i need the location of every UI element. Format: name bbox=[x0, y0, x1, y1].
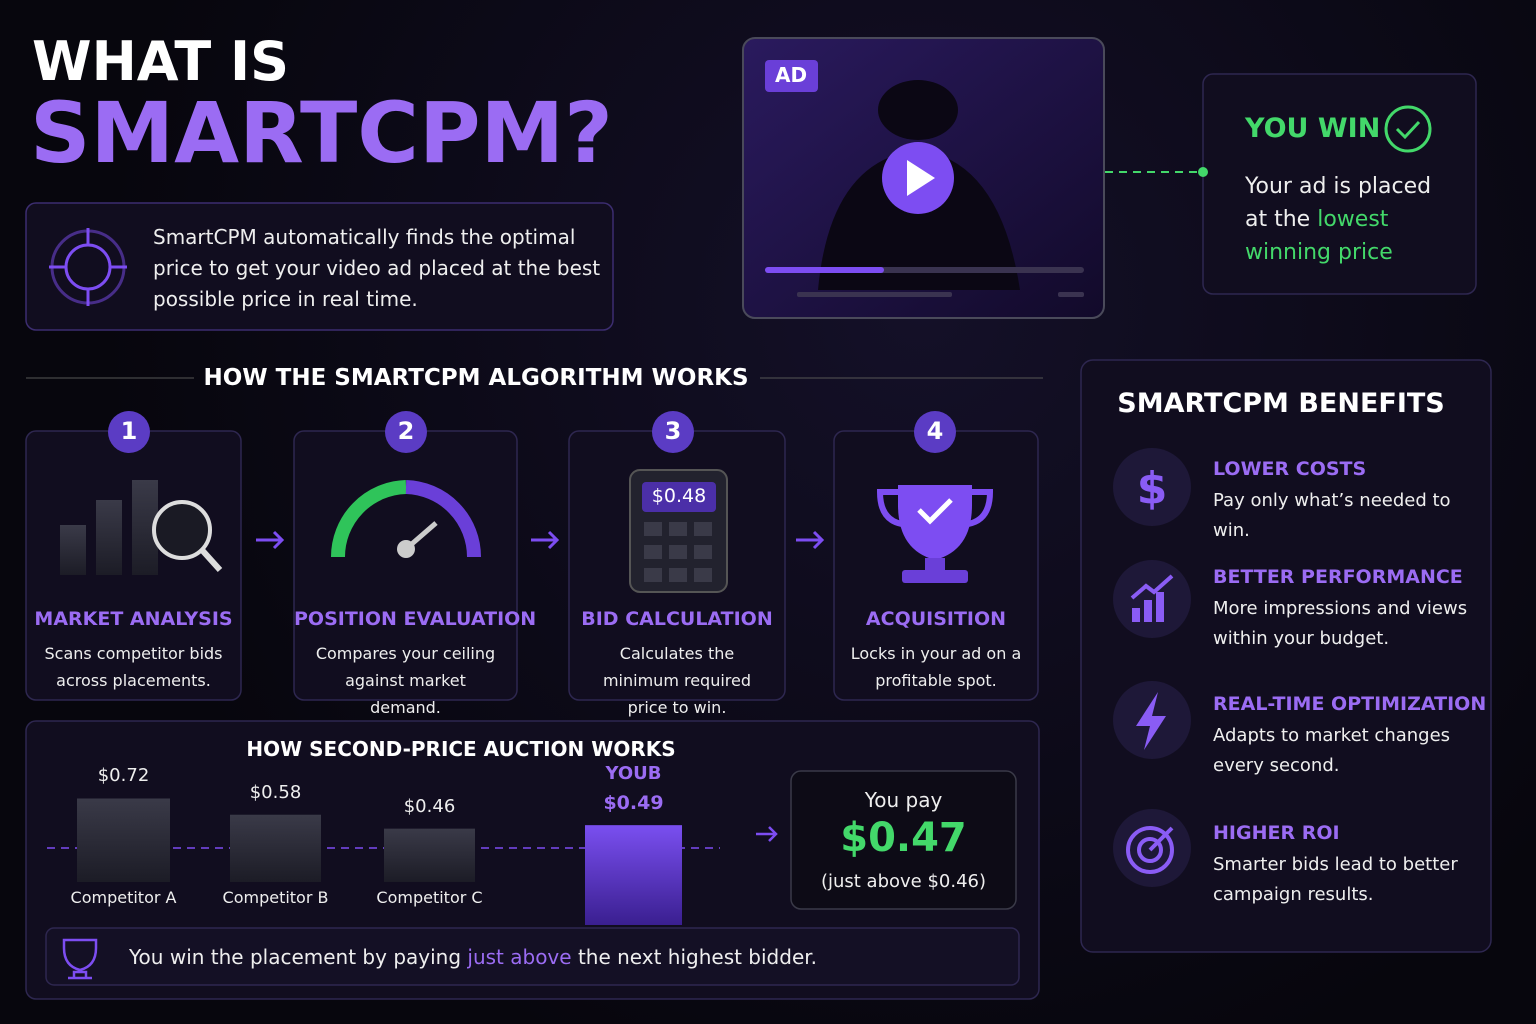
step-title: MARKET ANALYSIS bbox=[34, 608, 233, 630]
benefit-title: BETTER PERFORMANCE bbox=[1213, 566, 1463, 588]
benefit-title: REAL-TIME OPTIMIZATION bbox=[1213, 693, 1487, 715]
bidder-name: Competitor B bbox=[222, 888, 329, 907]
benefit-title: LOWER COSTS bbox=[1213, 458, 1367, 480]
calc-display: $0.48 bbox=[651, 485, 707, 507]
pay-note: (just above $0.46) bbox=[820, 871, 987, 892]
highlight: just above bbox=[467, 945, 572, 969]
benefit-text: More impressions and views within your b… bbox=[1213, 598, 1468, 649]
highlight: lowest winning price bbox=[1245, 207, 1393, 265]
step-number: 3 bbox=[664, 417, 682, 445]
title: SMARTCPM? bbox=[30, 84, 613, 182]
step-text: Calculates the minimum required price to… bbox=[602, 644, 752, 717]
benefit-text: Adapts to market changes every second. bbox=[1213, 725, 1451, 776]
win-text: Your ad is placed at the lowest winning … bbox=[1245, 170, 1455, 269]
you-label: $0.49 bbox=[603, 792, 664, 815]
step-title: BID CALCULATION bbox=[581, 608, 773, 630]
pay-title: You pay bbox=[864, 788, 943, 812]
bar bbox=[77, 798, 170, 882]
ad-badge: AD bbox=[775, 63, 808, 87]
step-text: Scans competitor bids across placements. bbox=[44, 644, 223, 690]
bidder-name: Competitor A bbox=[70, 888, 177, 907]
benefit-text: Pay only what’s needed to win. bbox=[1213, 490, 1451, 541]
you-name: YOUB bbox=[605, 763, 662, 785]
bar bbox=[585, 825, 682, 925]
bar-label: $0.46 bbox=[403, 795, 456, 817]
step-title: POSITION EVALUATION bbox=[294, 608, 537, 630]
intro: SmartCPM automatically finds the optimal… bbox=[153, 225, 601, 311]
step-number: 2 bbox=[397, 417, 415, 445]
bar bbox=[230, 814, 321, 882]
benefits-title: SMARTCPM BENEFITS bbox=[1117, 388, 1445, 419]
section-heading: HOW THE SMARTCPM ALGORITHM WORKS bbox=[203, 365, 749, 391]
win-title: YOU WIN bbox=[1245, 113, 1381, 144]
step-number: 4 bbox=[926, 417, 944, 445]
benefit-title: HIGHER ROI bbox=[1213, 822, 1340, 844]
bidder-name: Competitor C bbox=[376, 888, 483, 907]
step-text: Compares your ceiling against market dem… bbox=[315, 644, 496, 717]
title: WHAT IS bbox=[32, 30, 289, 93]
svg-text:$: $ bbox=[1137, 463, 1168, 514]
auction-footer: You win the placement by paying just abo… bbox=[129, 945, 817, 969]
step-number: 1 bbox=[120, 417, 138, 445]
text: Your ad is placed at the bbox=[1245, 174, 1432, 232]
bar-label: $0.72 bbox=[97, 765, 150, 787]
step-text: Locks in your ad on a profitable spot. bbox=[850, 644, 1022, 690]
text: You win the placement by paying bbox=[129, 945, 462, 969]
pay-amount: $0.47 bbox=[840, 815, 967, 861]
text: the next highest bidder. bbox=[577, 945, 817, 969]
bar-label: $0.58 bbox=[249, 781, 302, 803]
auction-heading: HOW SECOND-PRICE AUCTION WORKS bbox=[246, 737, 676, 761]
benefit-text: Smarter bids lead to better campaign res… bbox=[1213, 854, 1458, 905]
step-title: ACQUISITION bbox=[865, 608, 1007, 630]
bar bbox=[384, 828, 475, 882]
